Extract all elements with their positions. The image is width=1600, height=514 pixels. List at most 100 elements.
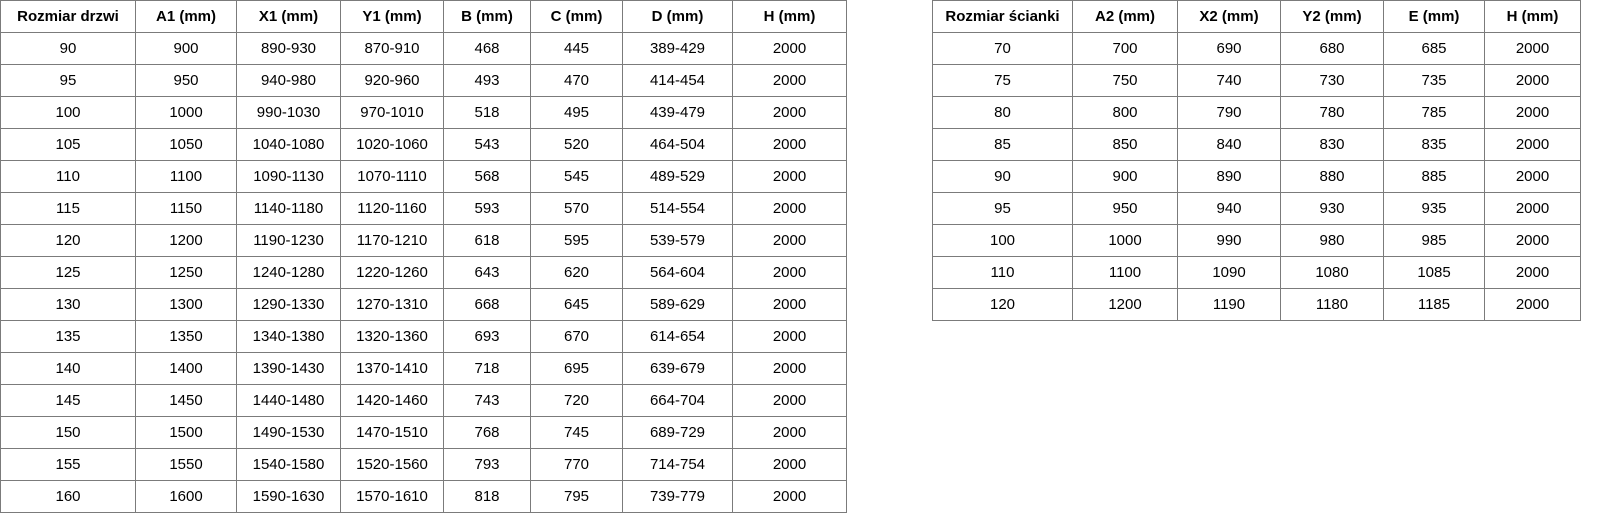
cell-a2: 900 (1072, 160, 1178, 193)
cell-d: 539-579 (622, 224, 733, 257)
cell-e: 735 (1383, 64, 1485, 97)
cell-c: 745 (530, 416, 623, 449)
cell-h: 2000 (732, 480, 847, 513)
cell-a1: 1050 (135, 128, 237, 161)
cell-h: 2000 (1484, 32, 1581, 65)
cell-x1: 1490-1530 (236, 416, 341, 449)
cell-b: 818 (443, 480, 531, 513)
cell-c: 470 (530, 64, 623, 97)
column-header-rozmiar-scianki: Rozmiar ścianki (932, 0, 1073, 33)
cell-rozmiar-scianki: 110 (932, 256, 1073, 289)
cell-y1: 1170-1210 (340, 224, 444, 257)
cell-b: 743 (443, 384, 531, 417)
cell-e: 985 (1383, 224, 1485, 257)
cell-x1: 1090-1130 (236, 160, 341, 193)
cell-h: 2000 (1484, 224, 1581, 257)
cell-y1: 1470-1510 (340, 416, 444, 449)
cell-e: 935 (1383, 192, 1485, 225)
cell-d: 664-704 (622, 384, 733, 417)
cell-d: 714-754 (622, 448, 733, 481)
cell-c: 645 (530, 288, 623, 321)
cell-c: 670 (530, 320, 623, 353)
cell-h: 2000 (732, 320, 847, 353)
cell-d: 389-429 (622, 32, 733, 65)
cell-a2: 700 (1072, 32, 1178, 65)
cell-c: 445 (530, 32, 623, 65)
cell-x1: 1290-1330 (236, 288, 341, 321)
cell-rozmiar-drzwi: 110 (0, 160, 136, 193)
cell-y1: 870-910 (340, 32, 444, 65)
cell-x2: 890 (1177, 160, 1281, 193)
column-header-h: H (mm) (732, 0, 847, 33)
cell-x1: 1540-1580 (236, 448, 341, 481)
cell-y1: 1120-1160 (340, 192, 444, 225)
cell-b: 493 (443, 64, 531, 97)
cell-rozmiar-scianki: 70 (932, 32, 1073, 65)
door-table-container: Rozmiar drzwi A1 (mm) X1 (mm) Y1 (mm) B … (0, 0, 847, 513)
cell-y1: 1220-1260 (340, 256, 444, 289)
cell-c: 720 (530, 384, 623, 417)
cell-d: 614-654 (622, 320, 733, 353)
cell-x2: 690 (1177, 32, 1281, 65)
table-row: 95 950 940 930 935 2000 (932, 192, 1581, 225)
cell-x1: 1040-1080 (236, 128, 341, 161)
cell-c: 620 (530, 256, 623, 289)
cell-h: 2000 (732, 384, 847, 417)
cell-y2: 1080 (1280, 256, 1384, 289)
cell-a2: 950 (1072, 192, 1178, 225)
cell-c: 695 (530, 352, 623, 385)
cell-e: 785 (1383, 96, 1485, 129)
cell-h: 2000 (732, 96, 847, 129)
cell-b: 468 (443, 32, 531, 65)
cell-a1: 1500 (135, 416, 237, 449)
cell-h: 2000 (1484, 96, 1581, 129)
cell-h: 2000 (732, 256, 847, 289)
cell-h: 2000 (1484, 192, 1581, 225)
table-row: 70 700 690 680 685 2000 (932, 32, 1581, 65)
cell-x1: 940-980 (236, 64, 341, 97)
cell-y1: 920-960 (340, 64, 444, 97)
table-row: 80 800 790 780 785 2000 (932, 96, 1581, 129)
cell-e: 835 (1383, 128, 1485, 161)
cell-a1: 950 (135, 64, 237, 97)
cell-y2: 930 (1280, 192, 1384, 225)
cell-rozmiar-drzwi: 135 (0, 320, 136, 353)
cell-d: 464-504 (622, 128, 733, 161)
column-header-d: D (mm) (622, 0, 733, 33)
cell-rozmiar-drzwi: 105 (0, 128, 136, 161)
wall-table-container: Rozmiar ścianki A2 (mm) X2 (mm) Y2 (mm) … (932, 0, 1581, 321)
table-row: 130 1300 1290-1330 1270-1310 668 645 589… (0, 288, 847, 321)
cell-d: 689-729 (622, 416, 733, 449)
cell-e: 885 (1383, 160, 1485, 193)
cell-rozmiar-drzwi: 95 (0, 64, 136, 97)
table-row: 140 1400 1390-1430 1370-1410 718 695 639… (0, 352, 847, 385)
cell-a1: 1350 (135, 320, 237, 353)
table-row: 160 1600 1590-1630 1570-1610 818 795 739… (0, 480, 847, 513)
cell-rozmiar-scianki: 95 (932, 192, 1073, 225)
cell-a2: 1000 (1072, 224, 1178, 257)
column-header-y2: Y2 (mm) (1280, 0, 1384, 33)
table-row: 105 1050 1040-1080 1020-1060 543 520 464… (0, 128, 847, 161)
cell-c: 545 (530, 160, 623, 193)
cell-rozmiar-drzwi: 115 (0, 192, 136, 225)
cell-x1: 1240-1280 (236, 256, 341, 289)
table-row: 110 1100 1090 1080 1085 2000 (932, 256, 1581, 289)
cell-a1: 1000 (135, 96, 237, 129)
cell-rozmiar-drzwi: 145 (0, 384, 136, 417)
cell-x1: 990-1030 (236, 96, 341, 129)
wall-table-header: Rozmiar ścianki A2 (mm) X2 (mm) Y2 (mm) … (932, 0, 1581, 33)
table-row: 125 1250 1240-1280 1220-1260 643 620 564… (0, 256, 847, 289)
cell-h: 2000 (732, 352, 847, 385)
cell-h: 2000 (1484, 256, 1581, 289)
cell-h: 2000 (1484, 64, 1581, 97)
cell-b: 693 (443, 320, 531, 353)
table-row: 115 1150 1140-1180 1120-1160 593 570 514… (0, 192, 847, 225)
column-header-x1: X1 (mm) (236, 0, 341, 33)
cell-a2: 850 (1072, 128, 1178, 161)
cell-a2: 750 (1072, 64, 1178, 97)
cell-b: 593 (443, 192, 531, 225)
cell-h: 2000 (732, 448, 847, 481)
cell-x1: 1390-1430 (236, 352, 341, 385)
cell-rozmiar-drzwi: 140 (0, 352, 136, 385)
cell-x2: 940 (1177, 192, 1281, 225)
